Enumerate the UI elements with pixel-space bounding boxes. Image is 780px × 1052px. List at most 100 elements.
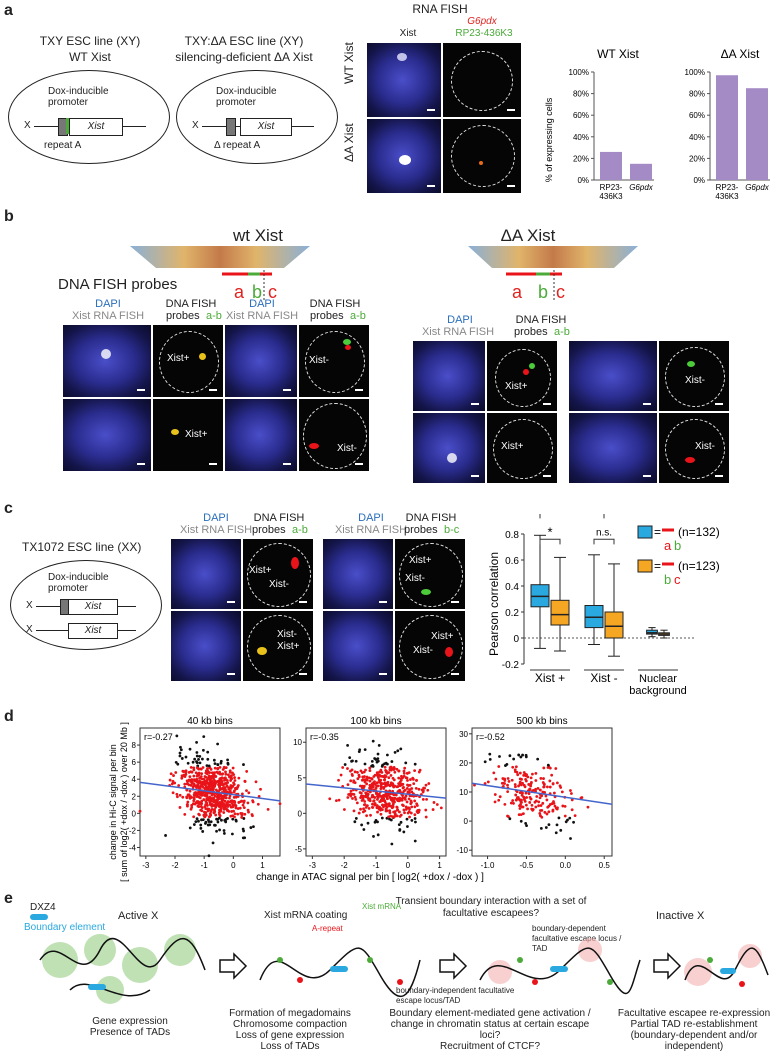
legend-eq-1: = [654,525,661,539]
scatter-point [483,760,487,764]
scatter-point [371,794,374,797]
scatter-point [413,799,417,803]
scatter-point [209,820,213,824]
cell-diagram-xx [10,560,162,650]
scatter-point [521,753,524,757]
scatter-point [506,814,509,818]
c-dna-fish-1: DNA FISH [253,512,305,524]
scatter-point [204,807,208,811]
scatter-point [374,786,378,790]
b-xist-rna-3: Xist RNA FISH [421,326,495,338]
c-x-label-2: X [26,624,33,635]
scatter-point [199,805,203,808]
scatter-point [198,786,202,790]
scatter-point [382,778,386,782]
b-da-dapi-3 [412,412,486,484]
model-diagram [39,934,769,1004]
scatter-point [548,766,552,770]
scatter-point [190,806,194,809]
scatter-point [200,818,203,822]
scatter-point [497,765,501,768]
scatter-point [530,781,533,784]
scatter-y-tick-label: 20 [459,759,468,768]
scatter-point [415,802,419,806]
scatter-point [568,816,572,820]
scatter-point [363,800,367,803]
scatter-point [514,765,518,769]
scatter-r: r=-0.52 [476,732,505,742]
box-y-tick-label: 0.8 [505,530,519,541]
scatter-point [195,795,199,798]
scatter-point [187,770,191,774]
bar-y-tick-label: 100% [685,68,705,77]
sig-ns: n.s. [596,527,612,538]
scatter-point [493,793,497,796]
scatter-point [366,792,370,796]
scatter-point [373,802,377,805]
arrow-1 [219,952,248,980]
scatter-x-tick-label: -2 [341,861,349,870]
scatter-point [435,803,439,806]
scatter-point [501,784,505,788]
scatter-point [534,799,538,803]
scatter-point [236,812,240,816]
box [550,599,570,626]
scatter-point [359,807,362,811]
scatter-point [529,776,533,780]
scatter-point [177,784,181,787]
bar [630,163,652,180]
scatter-point [541,801,545,805]
scatter-point [328,797,332,801]
scatter-x-tick-label: 1 [260,861,265,870]
scatter-point [410,819,414,822]
c-dapi-img-4 [322,610,394,682]
scatter-point [222,832,226,835]
scatter-point [387,815,390,819]
scatter-point [358,748,362,752]
scatter-title: 100 kb bins [350,716,401,727]
scatter-point [170,782,174,786]
scatter-point [378,770,382,774]
scatter-point [198,813,201,817]
scatter-point [175,792,179,796]
scatter-point [195,761,199,765]
scatter-point [393,812,397,816]
scatter-point [224,770,227,774]
scatter-point [206,823,210,827]
coating-chromatin [259,947,421,998]
scatter-point [405,800,409,804]
scatter-point [217,801,221,805]
bar-x-label: 436K3 [599,192,623,200]
scatter-point [385,795,389,799]
scatter-point [182,773,186,777]
scatter-point [508,817,512,821]
c-xist-rna-1: Xist RNA FISH [179,524,253,536]
scatter-point [199,767,203,771]
repeat-a-label: repeat A [44,140,82,151]
scatter-point [216,767,220,771]
legend-b: b [674,538,681,553]
scatter-point [410,790,414,794]
dependent-escape-label: boundary-dependent facultative escape lo… [532,924,622,953]
b-dapi-1: DAPI [95,298,121,310]
b-wt-dna-1: Xist+ [152,324,224,398]
scatter-point [214,813,218,817]
scatter-point [519,755,523,759]
group-label: Xist - [590,671,617,685]
scatter-x-tick-label: -1 [201,861,209,870]
scatter-point [185,782,189,786]
scatter-point [242,763,245,766]
scatter-point [570,808,574,812]
scatter-point [210,803,214,807]
scatter-point [402,808,406,812]
caption-3: Boundary element-mediated gene activatio… [389,1008,591,1052]
c-dapi-img-3 [322,538,394,610]
scatter-point [243,836,247,840]
b-wt-dapi-2 [224,324,298,398]
scatter-point [352,792,356,796]
scatter-point [401,776,404,780]
panel-a-label: a [4,2,13,19]
scatter-point [192,823,196,826]
scatter-point [337,778,340,782]
scatter-point [413,813,417,817]
